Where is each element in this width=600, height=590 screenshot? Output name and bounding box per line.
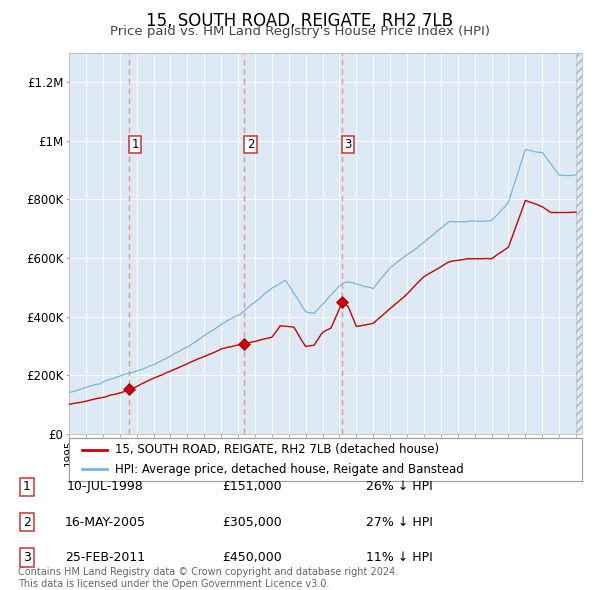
- Text: 26% ↓ HPI: 26% ↓ HPI: [366, 480, 433, 493]
- Text: 3: 3: [23, 551, 31, 564]
- Text: 1: 1: [131, 138, 139, 151]
- Text: £151,000: £151,000: [222, 480, 282, 493]
- Text: Price paid vs. HM Land Registry's House Price Index (HPI): Price paid vs. HM Land Registry's House …: [110, 25, 490, 38]
- Text: 16-MAY-2005: 16-MAY-2005: [65, 516, 146, 529]
- Text: £305,000: £305,000: [222, 516, 282, 529]
- Text: 3: 3: [344, 138, 352, 151]
- Text: 1: 1: [23, 480, 31, 493]
- Text: 2: 2: [247, 138, 254, 151]
- Text: HPI: Average price, detached house, Reigate and Banstead: HPI: Average price, detached house, Reig…: [115, 463, 464, 476]
- Text: 25-FEB-2011: 25-FEB-2011: [65, 551, 145, 564]
- Text: £450,000: £450,000: [222, 551, 282, 564]
- Text: Contains HM Land Registry data © Crown copyright and database right 2024.
This d: Contains HM Land Registry data © Crown c…: [18, 567, 398, 589]
- Text: 27% ↓ HPI: 27% ↓ HPI: [366, 516, 433, 529]
- Text: 15, SOUTH ROAD, REIGATE, RH2 7LB (detached house): 15, SOUTH ROAD, REIGATE, RH2 7LB (detach…: [115, 443, 439, 456]
- Text: 15, SOUTH ROAD, REIGATE, RH2 7LB: 15, SOUTH ROAD, REIGATE, RH2 7LB: [146, 12, 454, 30]
- Text: 2: 2: [23, 516, 31, 529]
- Text: 10-JUL-1998: 10-JUL-1998: [67, 480, 143, 493]
- Bar: [576, 53, 584, 434]
- Text: 11% ↓ HPI: 11% ↓ HPI: [366, 551, 433, 564]
